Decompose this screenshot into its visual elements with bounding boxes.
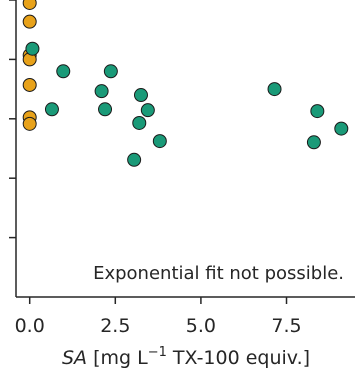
data-point-series-2 [310,104,325,119]
x-axis-label-unit-suffix: TX-100 equiv.] [167,347,310,369]
data-point-series-2 [98,102,113,117]
data-point-series-2 [133,88,148,103]
x-tick-label: 2.5 [100,315,130,337]
data-point-series-1 [22,0,37,10]
data-point-series-2 [25,41,40,56]
x-tick-label: 0.0 [15,315,45,337]
data-point-series-2 [44,102,59,117]
x-axis-label-unit-prefix: [mg L [87,347,148,369]
data-point-series-2 [140,103,155,118]
data-point-series-2 [56,64,71,79]
data-point-series-1 [22,116,37,131]
data-point-series-1 [22,77,37,92]
x-axis-label-variable: SA [62,347,87,369]
data-point-series-2 [94,84,109,99]
data-point-series-2 [306,135,321,150]
data-point-series-2 [103,64,118,79]
scatter-points [22,0,349,167]
axes [15,0,355,298]
x-tick-label: 7.5 [271,315,301,337]
data-point-series-2 [267,82,282,97]
data-point-series-2 [127,152,142,167]
data-point-series-1 [22,14,37,29]
x-tick-label: 5.0 [186,315,216,337]
data-point-series-2 [152,134,167,149]
x-ticks: 0.0 2.5 5.0 7.5 [15,297,302,337]
data-point-series-2 [334,121,349,136]
x-axis-label-exponent: −1 [148,345,167,360]
x-axis-label: SA [mg L−1 TX-100 equiv.] [62,345,310,369]
chart-annotation: Exponential fit not possible. [93,263,344,284]
y-ticks [9,0,16,239]
data-point-series-2 [132,115,147,130]
